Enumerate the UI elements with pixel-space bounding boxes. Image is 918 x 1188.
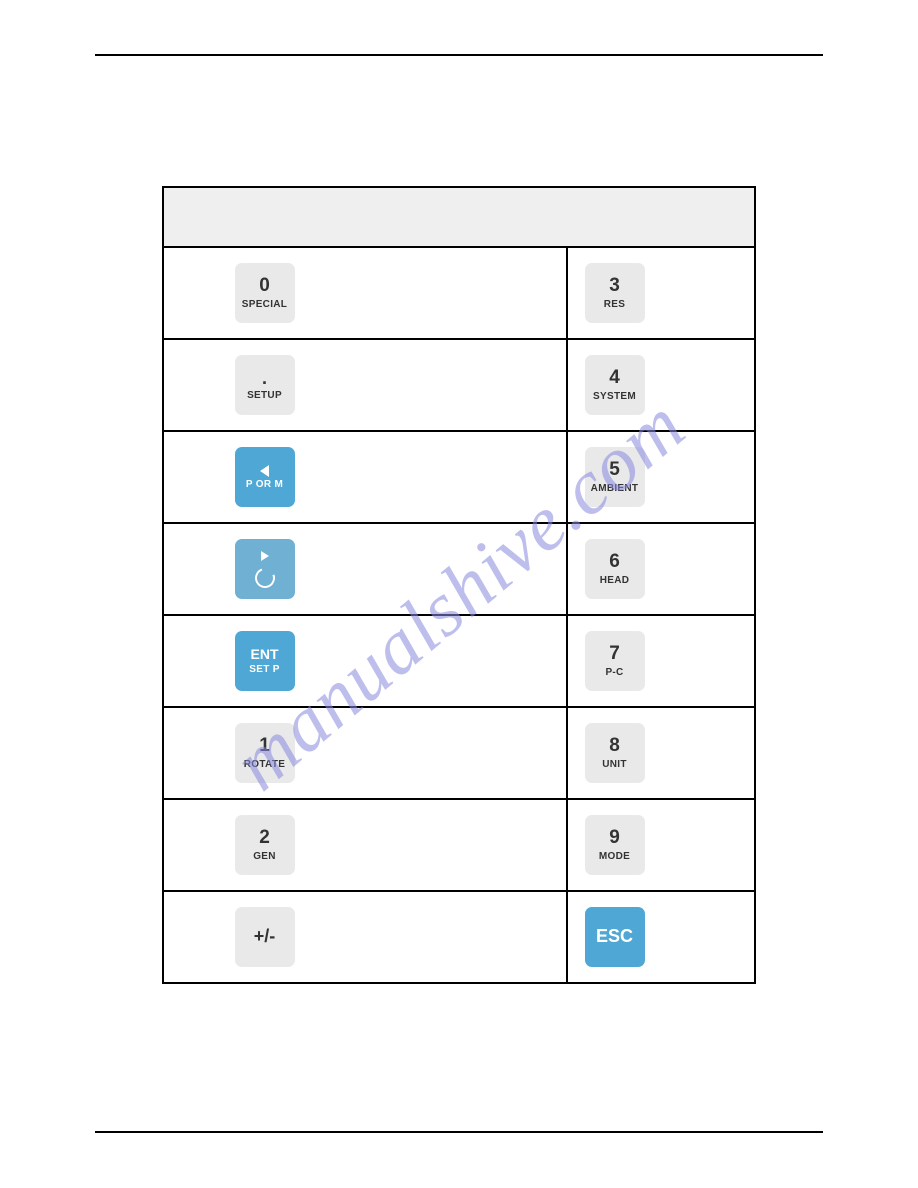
key-sub-label: UNIT [602,759,627,770]
key-sub-label: SET P [249,664,279,675]
key-sub-label: MODE [599,851,630,862]
keypad-key-left[interactable] [235,539,295,599]
table-row: P OR M 5 AMBIENT [163,431,755,523]
desc-cell [365,247,567,339]
keypad-key-left[interactable]: 2 GEN [235,815,295,875]
key-label: 1 [259,736,270,757]
key-cell: P OR M [163,431,365,523]
key-cell: ENT SET P [163,615,365,707]
keypad-key-left[interactable]: ENT SET P [235,631,295,691]
key-cell: 3 RES [567,247,661,339]
key-sub-label: SYSTEM [593,391,636,402]
table-header-row [163,187,755,247]
key-label: . [262,369,267,389]
desc-cell [661,523,755,615]
keypad-key-right[interactable]: 3 RES [585,263,645,323]
key-label: 8 [609,736,620,757]
key-sub-label: SETUP [247,390,282,401]
keypad-key-left[interactable]: .SETUP [235,355,295,415]
table-row: 6 HEAD [163,523,755,615]
key-label: +/- [254,927,276,947]
key-label: 2 [259,828,270,849]
triangle-right-icon [261,551,269,561]
keypad-key-right[interactable]: 8 UNIT [585,723,645,783]
desc-cell [365,707,567,799]
key-sub-label: AMBIENT [591,483,639,494]
key-cell: ESC [567,891,661,983]
keypad-key-right[interactable]: 7 P-C [585,631,645,691]
key-label: 9 [609,828,620,849]
table-row: +/- ESC [163,891,755,983]
key-cell: 1 ROTATE [163,707,365,799]
triangle-left-icon [260,465,269,477]
desc-cell [661,339,755,431]
table-row: ENT SET P 7 P-C [163,615,755,707]
keypad-key-left[interactable]: +/- [235,907,295,967]
header-cell [163,187,365,247]
key-sub-label: HEAD [600,575,630,586]
key-label: 4 [609,368,620,389]
key-cell: 2 GEN [163,799,365,891]
desc-cell [365,615,567,707]
desc-cell [365,799,567,891]
key-label: 6 [609,552,620,573]
desc-cell [661,615,755,707]
desc-cell [661,247,755,339]
desc-cell [365,523,567,615]
desc-cell [661,891,755,983]
key-label: 3 [609,276,620,297]
desc-cell [661,799,755,891]
key-cell: .SETUP [163,339,365,431]
key-label: ENT [251,647,279,662]
table-row: 0 SPECIAL 3 RES [163,247,755,339]
keypad-key-right[interactable]: 5 AMBIENT [585,447,645,507]
key-cell: 4 SYSTEM [567,339,661,431]
key-sub-label: ROTATE [244,759,285,770]
keypad-key-left[interactable]: 0 SPECIAL [235,263,295,323]
header-cell [567,187,661,247]
key-label: 0 [259,276,270,297]
key-cell: 7 P-C [567,615,661,707]
key-cell: 9 MODE [567,799,661,891]
page: manualshive.com 0SPECIAL3RES.SETUP4SYSTE… [0,0,918,1188]
key-table-wrap: 0SPECIAL3RES.SETUP4SYSTEMP OR M5AMBIENT6… [162,186,756,984]
bottom-rule [95,1131,823,1133]
desc-cell [661,431,755,523]
key-sub-label: GEN [253,851,276,862]
key-cell: +/- [163,891,365,983]
header-cell [365,187,567,247]
header-cell [661,187,755,247]
key-cell [163,523,365,615]
desc-cell [661,707,755,799]
key-sub-label: P OR M [246,479,283,490]
table-row: 2 GEN 9 MODE [163,799,755,891]
top-rule [95,54,823,56]
key-label: 5 [609,460,620,481]
key-label: 7 [609,644,620,665]
table-row: .SETUP 4 SYSTEM [163,339,755,431]
keypad-key-right[interactable]: 6 HEAD [585,539,645,599]
desc-cell [365,431,567,523]
keypad-key-right[interactable]: 9 MODE [585,815,645,875]
keypad-key-left[interactable]: 1 ROTATE [235,723,295,783]
key-label: ESC [596,927,633,947]
table-row: 1 ROTATE 8 UNIT [163,707,755,799]
desc-cell [365,891,567,983]
key-cell: 6 HEAD [567,523,661,615]
key-cell: 5 AMBIENT [567,431,661,523]
keypad-key-left[interactable]: P OR M [235,447,295,507]
key-cell: 8 UNIT [567,707,661,799]
key-sub-label: RES [604,299,625,310]
key-table: 0SPECIAL3RES.SETUP4SYSTEMP OR M5AMBIENT6… [162,186,756,984]
key-cell: 0 SPECIAL [163,247,365,339]
desc-cell [365,339,567,431]
keypad-key-right[interactable]: 4 SYSTEM [585,355,645,415]
keypad-key-right[interactable]: ESC [585,907,645,967]
rotate-icon [251,564,278,591]
key-sub-label: SPECIAL [242,299,287,310]
key-sub-label: P-C [605,667,623,678]
